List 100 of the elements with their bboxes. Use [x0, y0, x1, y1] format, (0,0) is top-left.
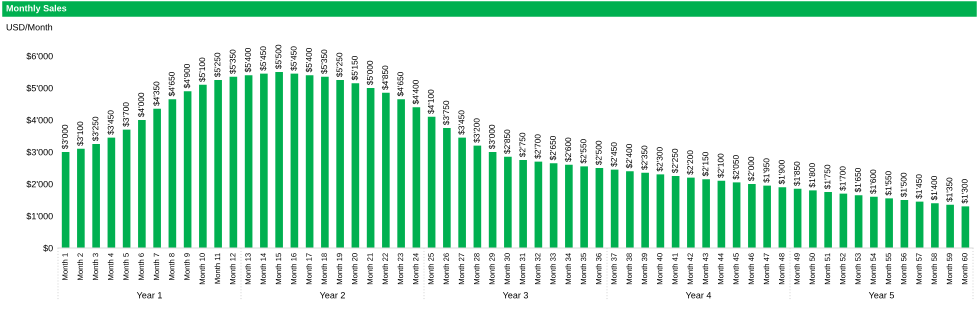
bar	[412, 107, 420, 248]
data-label: $5'000	[366, 60, 374, 86]
bar	[534, 162, 542, 248]
bar	[474, 146, 482, 248]
data-label: $2'150	[702, 152, 709, 176]
bar	[260, 74, 268, 248]
data-label: $1'750	[824, 164, 831, 190]
data-label: $5'400	[306, 48, 312, 72]
bar	[809, 190, 817, 248]
bar	[718, 180, 726, 248]
bar	[108, 138, 116, 248]
bar	[748, 184, 756, 248]
data-label: $5'500	[275, 44, 282, 70]
bar	[184, 91, 192, 248]
data-label: $2'100	[717, 154, 724, 178]
bar	[275, 72, 283, 248]
bar	[916, 202, 924, 248]
bar	[580, 166, 588, 248]
data-label: $1'800	[808, 163, 816, 188]
bar	[702, 179, 710, 248]
data-label: $5'150	[351, 56, 358, 80]
bar	[62, 152, 70, 248]
data-label: $1'300	[961, 179, 968, 204]
data-label: $2'500	[595, 140, 602, 166]
data-label: $2'350	[641, 146, 648, 170]
y-tick-label: $3'000	[26, 148, 53, 156]
bar	[77, 148, 85, 248]
data-label: $1'500	[900, 172, 908, 198]
bar	[610, 170, 618, 248]
bar	[519, 160, 527, 248]
data-label: $3'700	[122, 102, 130, 127]
data-label: $3'450	[458, 110, 465, 135]
bar	[92, 144, 100, 248]
data-label: $5'450	[290, 46, 298, 71]
bar	[854, 195, 862, 248]
data-label: $5'350	[229, 50, 236, 74]
bar	[885, 198, 893, 248]
data-label: $2'250	[672, 148, 678, 174]
data-label: $1'600	[870, 170, 877, 194]
data-label: $3'100	[76, 122, 84, 146]
y-tick-label: $5'000	[26, 84, 53, 92]
bar	[641, 172, 649, 248]
data-label: $4'900	[184, 64, 190, 88]
data-label: $1'550	[885, 171, 892, 196]
data-label: $4'000	[138, 92, 145, 118]
data-label: $1'900	[778, 160, 786, 184]
data-label: $3'000	[488, 124, 496, 150]
bar	[153, 108, 161, 248]
data-label: $3'750	[442, 100, 450, 126]
data-label: $4'100	[428, 90, 434, 114]
bar	[306, 75, 314, 248]
bar	[778, 187, 786, 248]
data-label: $2'850	[504, 130, 511, 154]
bar	[397, 99, 405, 248]
bar	[824, 192, 832, 248]
bar	[244, 75, 252, 248]
data-label: $1'700	[839, 166, 846, 191]
data-label: $5'450	[260, 46, 267, 71]
bar	[428, 116, 436, 248]
data-label: $4'400	[412, 80, 420, 104]
data-label: $3'250	[92, 116, 99, 142]
data-label: $2'200	[686, 150, 694, 175]
bar	[443, 128, 451, 248]
bar	[488, 152, 496, 248]
bar	[366, 88, 374, 248]
data-label: $2'700	[534, 134, 542, 159]
data-label: $2'600	[564, 138, 572, 162]
bar	[946, 204, 954, 248]
data-label: $1'850	[794, 162, 800, 186]
bar	[352, 83, 360, 248]
data-label: $4'650	[168, 72, 176, 96]
bar	[900, 200, 908, 248]
bar	[626, 171, 634, 248]
bar	[321, 76, 329, 248]
data-label: $3'450	[107, 110, 114, 135]
data-label: $5'250	[214, 52, 221, 78]
data-label: $1'450	[916, 174, 922, 199]
bar	[687, 178, 695, 248]
bar	[336, 80, 344, 248]
chart-subtitle: USD/Month	[6, 24, 52, 30]
bar	[656, 174, 664, 248]
bar	[199, 84, 207, 248]
bar	[672, 176, 680, 248]
bar	[732, 182, 740, 248]
data-label: $2'650	[550, 136, 556, 160]
data-label: $1'950	[763, 158, 770, 183]
text: Year 2	[320, 292, 345, 298]
bar	[458, 138, 466, 248]
data-label: $2'550	[580, 139, 587, 164]
bar	[962, 206, 970, 248]
bar	[214, 80, 222, 248]
bar	[763, 186, 771, 248]
text: Year 3	[502, 292, 528, 298]
text: Year 1	[136, 292, 162, 298]
bar	[565, 164, 573, 248]
text: Year 5	[868, 292, 894, 298]
data-label: $2'050	[732, 155, 740, 180]
y-tick-label: $4'000	[26, 116, 53, 124]
bar	[794, 188, 802, 248]
y-tick-label: $1'000	[26, 212, 53, 220]
